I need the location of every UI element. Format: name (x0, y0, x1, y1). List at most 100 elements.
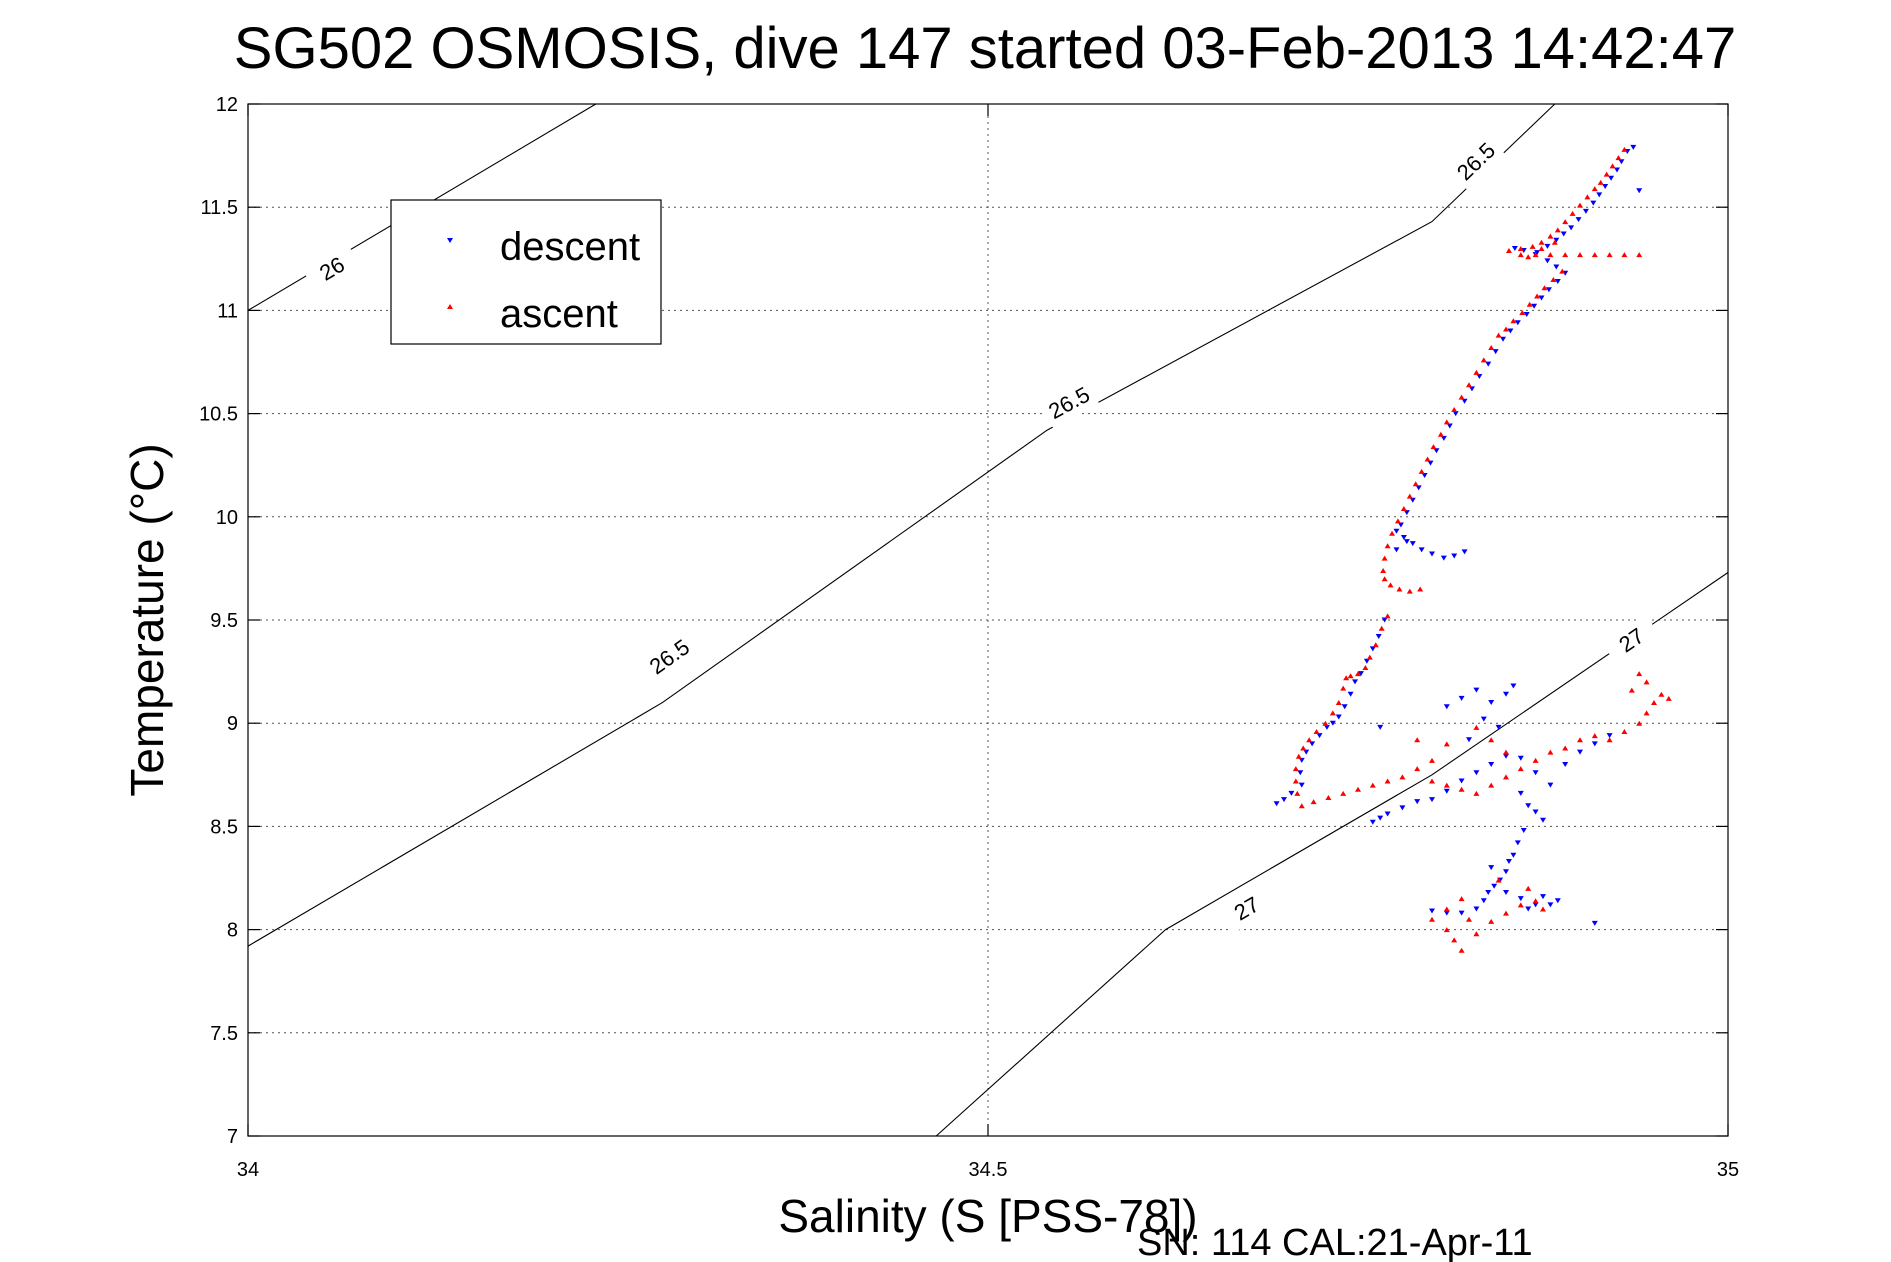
descent-point (1596, 192, 1603, 198)
descent-point (1532, 809, 1539, 815)
descent-point (1303, 749, 1310, 755)
descent-point (1511, 245, 1518, 251)
ascent-point (1651, 700, 1657, 706)
ascent-point (1621, 728, 1628, 734)
descent-point (1414, 799, 1421, 805)
descent-point (1553, 237, 1560, 243)
ascent-point (1488, 737, 1495, 743)
ascent-point (1443, 782, 1450, 788)
contour-label-bg (640, 630, 700, 684)
ascent-point (1538, 239, 1545, 245)
ascent-point (1399, 774, 1406, 780)
descent-point (1636, 188, 1643, 194)
legend-descent-label: descent (500, 225, 640, 269)
x-tick-label: 35 (1717, 1159, 1739, 1181)
ascent-point (1429, 778, 1435, 784)
descent-point (1429, 551, 1435, 557)
ascent-point (1532, 898, 1539, 904)
descent-point (1347, 691, 1354, 697)
descent-point (1485, 361, 1492, 367)
ascent-point (1519, 309, 1526, 315)
descent-point (1492, 349, 1499, 355)
descent-point (1273, 801, 1280, 807)
y-tick-label: 7 (227, 1126, 238, 1148)
descent-point (1329, 720, 1336, 726)
descent-point (1400, 534, 1407, 540)
ascent-point (1541, 285, 1548, 291)
contour-label-bg (1217, 883, 1277, 935)
ascent-point (1384, 778, 1391, 784)
descent-point (1409, 541, 1416, 547)
ascent-point (1417, 586, 1424, 592)
y-tick-label: 8.5 (210, 816, 238, 838)
ascent-point (1532, 757, 1539, 763)
ascent-point (1340, 685, 1347, 691)
chart-title: SG502 OSMOSIS, dive 147 started 03-Feb-2… (234, 16, 1736, 81)
descent-point (1577, 749, 1583, 755)
x-tick-labels: 34 34.5 35 (237, 1159, 1739, 1181)
ascent-point (1562, 745, 1569, 751)
ascent-point (1538, 245, 1545, 251)
ascent-point (1294, 790, 1301, 796)
ascent-point (1517, 252, 1524, 258)
descent-point (1473, 687, 1480, 693)
ascent-point (1517, 245, 1524, 251)
ascent-point (1503, 910, 1509, 916)
ascent-point (1292, 778, 1299, 784)
descent-point (1488, 700, 1495, 706)
ascent-point (1636, 671, 1643, 677)
ascent-point (1473, 790, 1480, 796)
ascent-point (1418, 468, 1425, 474)
descent-point (1473, 770, 1480, 776)
ascent-point (1381, 555, 1388, 561)
ascent-series (1292, 146, 1672, 953)
descent-point (1590, 200, 1597, 206)
ascent-point (1609, 163, 1616, 169)
descent-point (1393, 528, 1400, 534)
ascent-point (1394, 518, 1401, 524)
descent-point (1491, 883, 1498, 889)
legend: descent ascent (390, 199, 662, 345)
ascent-point (1473, 369, 1480, 375)
ascent-point (1443, 927, 1450, 933)
x-axis-label: Salinity (S [PSS-78]) (778, 1190, 1197, 1242)
descent-point (1297, 770, 1304, 776)
footer-calibration: SN: 114 CAL:21-Apr-11 (1137, 1222, 1533, 1262)
descent-point (1458, 778, 1465, 784)
ascent-point (1517, 766, 1524, 772)
descent-point (1440, 435, 1447, 441)
ascent-point (1335, 700, 1342, 706)
descent-point (1473, 906, 1480, 912)
descent-point (1485, 889, 1492, 895)
ascent-point (1529, 243, 1536, 249)
ascent-point (1591, 252, 1598, 258)
ascent-point (1322, 720, 1329, 726)
ascent-point (1329, 710, 1336, 716)
descent-point (1517, 790, 1524, 796)
descent-point (1399, 805, 1406, 811)
y-tick-label: 9 (227, 713, 238, 735)
descent-point (1582, 208, 1589, 214)
descent-point (1316, 733, 1323, 739)
descent-point (1591, 741, 1598, 747)
descent-point (1554, 279, 1561, 285)
descent-point (1503, 753, 1509, 759)
ascent-point (1577, 202, 1583, 208)
ascent-point (1473, 724, 1480, 730)
ascent-point (1540, 906, 1546, 912)
ascent-point (1458, 394, 1465, 400)
descent-point (1393, 547, 1400, 553)
descent-point (1397, 522, 1404, 528)
descent-point (1560, 231, 1567, 237)
ascent-point (1451, 406, 1458, 412)
ascent-point (1615, 155, 1622, 161)
descent-point (1298, 757, 1305, 763)
ascent-point (1525, 254, 1532, 260)
ascent-point (1313, 728, 1320, 734)
ascent-point (1362, 664, 1369, 670)
descent-point (1461, 398, 1468, 404)
ascent-point (1473, 931, 1480, 937)
ascent-point (1295, 753, 1302, 759)
ascent-point (1406, 493, 1413, 499)
